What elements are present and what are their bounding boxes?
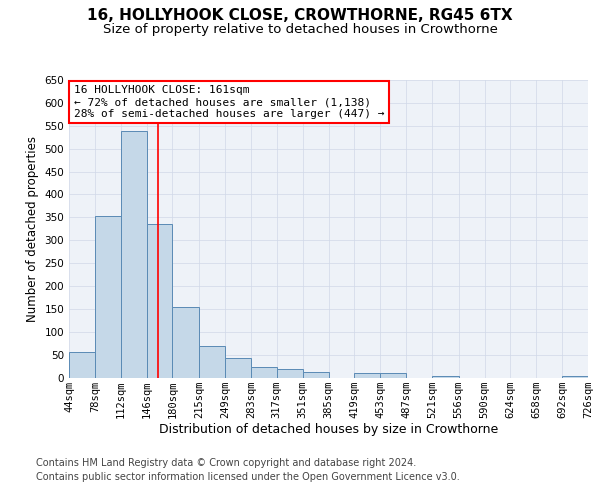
Bar <box>302 372 329 378</box>
Bar <box>95 216 121 378</box>
Text: 16, HOLLYHOOK CLOSE, CROWTHORNE, RG45 6TX: 16, HOLLYHOOK CLOSE, CROWTHORNE, RG45 6T… <box>87 8 513 22</box>
Bar <box>199 346 225 378</box>
Text: 16 HOLLYHOOK CLOSE: 161sqm
← 72% of detached houses are smaller (1,138)
28% of s: 16 HOLLYHOOK CLOSE: 161sqm ← 72% of deta… <box>74 86 384 118</box>
Text: Contains public sector information licensed under the Open Government Licence v3: Contains public sector information licen… <box>36 472 460 482</box>
Bar <box>121 132 146 378</box>
Bar <box>69 352 95 378</box>
Bar <box>146 224 172 378</box>
Text: Distribution of detached houses by size in Crowthorne: Distribution of detached houses by size … <box>159 422 499 436</box>
Bar <box>251 366 277 378</box>
Text: Contains HM Land Registry data © Crown copyright and database right 2024.: Contains HM Land Registry data © Crown c… <box>36 458 416 468</box>
Bar <box>172 306 199 378</box>
Bar <box>380 374 406 378</box>
Text: Size of property relative to detached houses in Crowthorne: Size of property relative to detached ho… <box>103 22 497 36</box>
Bar <box>225 358 251 378</box>
Bar <box>432 376 458 378</box>
Bar <box>355 374 380 378</box>
Bar <box>277 370 302 378</box>
Bar <box>562 376 588 378</box>
Y-axis label: Number of detached properties: Number of detached properties <box>26 136 39 322</box>
